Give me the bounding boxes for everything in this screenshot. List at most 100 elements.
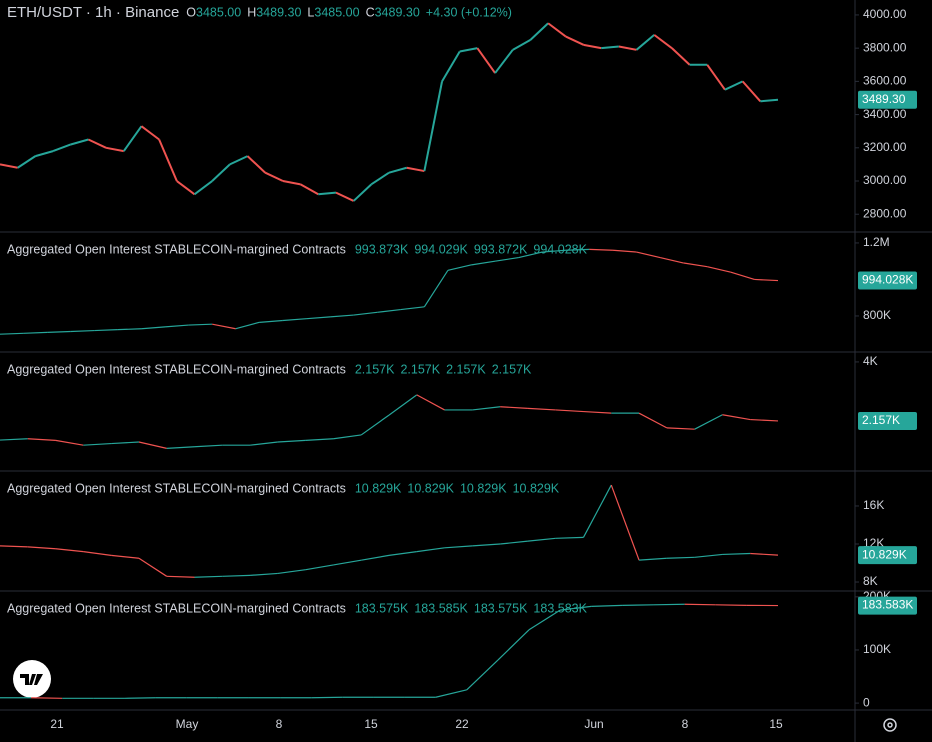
series-segment bbox=[659, 256, 684, 264]
series-segment bbox=[300, 183, 319, 196]
series-segment bbox=[0, 163, 18, 169]
settings-icon[interactable] bbox=[883, 718, 897, 732]
series-segment bbox=[306, 316, 331, 320]
series-segment bbox=[246, 155, 266, 174]
time-tick-label: May bbox=[176, 717, 199, 731]
series-segment bbox=[683, 262, 708, 268]
series-segment bbox=[754, 278, 779, 282]
time-tick-label: 22 bbox=[455, 717, 469, 731]
series-segment bbox=[416, 394, 445, 411]
series-segment bbox=[188, 323, 213, 326]
series-segment bbox=[17, 155, 36, 169]
price-tick-label: 3400.00 bbox=[863, 107, 907, 121]
series-segment bbox=[472, 406, 501, 411]
series-segment bbox=[589, 248, 613, 251]
series-segment bbox=[122, 125, 143, 152]
series-segment bbox=[335, 191, 355, 202]
price-tick-label: 3000.00 bbox=[863, 173, 907, 187]
indicator-readout: 993.873K bbox=[355, 242, 409, 256]
ohlc-key: H bbox=[247, 5, 256, 19]
indicator-readout: 10.829K bbox=[460, 481, 507, 495]
series-segment bbox=[441, 50, 461, 82]
series-segment bbox=[518, 251, 543, 259]
series-segment bbox=[582, 484, 612, 538]
series-segment bbox=[318, 191, 337, 196]
last-value-badge bbox=[858, 411, 917, 430]
series-segment bbox=[229, 155, 248, 166]
time-tick-label: 8 bbox=[682, 717, 689, 731]
price-change: +4.30 (+0.12%) bbox=[426, 5, 512, 19]
series-segment bbox=[353, 311, 378, 316]
series-segment bbox=[0, 332, 24, 335]
series-segment bbox=[277, 439, 306, 443]
series-segment bbox=[87, 138, 107, 149]
series-segment bbox=[124, 697, 156, 699]
series-segment bbox=[750, 552, 779, 556]
series-segment bbox=[211, 163, 231, 182]
time-tick-label: 15 bbox=[769, 717, 783, 731]
indicator-readout: 10.829K bbox=[355, 481, 402, 495]
series-segment bbox=[193, 180, 213, 196]
series-segment bbox=[715, 604, 747, 606]
series-segment bbox=[635, 34, 655, 51]
price-tick-label: 3800.00 bbox=[863, 40, 907, 54]
ohlc-key: C bbox=[366, 5, 375, 19]
series-segment bbox=[423, 270, 449, 308]
series-segment bbox=[305, 438, 334, 441]
series-segment bbox=[694, 414, 723, 430]
indicator-readout: 10.829K bbox=[513, 481, 560, 495]
series-segment bbox=[330, 314, 354, 318]
series-segment bbox=[140, 125, 160, 141]
series-segment bbox=[555, 409, 584, 413]
time-tick-label: Jun bbox=[584, 717, 603, 731]
series-segment bbox=[653, 603, 685, 606]
last-value-label: 2.157K bbox=[862, 413, 900, 427]
series-segment bbox=[377, 308, 401, 313]
indicator-readout: 183.585K bbox=[414, 601, 468, 615]
series-segment bbox=[55, 548, 84, 553]
time-tick-label: 21 bbox=[50, 717, 64, 731]
series-segment bbox=[694, 553, 723, 558]
series-segment bbox=[83, 551, 112, 556]
series-segment bbox=[610, 484, 640, 561]
series-segment bbox=[250, 441, 278, 446]
series-segment bbox=[560, 605, 592, 611]
indicator-readout: 2.157K bbox=[446, 362, 486, 376]
series-segment bbox=[528, 609, 561, 631]
series-segment bbox=[476, 47, 496, 74]
series-segment bbox=[352, 183, 373, 202]
series-segment bbox=[612, 249, 637, 253]
series-segment bbox=[0, 545, 28, 548]
series-segment bbox=[141, 326, 166, 330]
series-segment bbox=[601, 45, 619, 50]
series-segment bbox=[111, 441, 139, 445]
series-segment bbox=[212, 323, 236, 330]
ohlc-value: 3485.00 bbox=[196, 5, 241, 19]
tv-logo[interactable] bbox=[13, 660, 51, 698]
indicator-name: Aggregated Open Interest STABLECOIN-marg… bbox=[7, 481, 346, 495]
series-segment bbox=[444, 545, 473, 549]
indicator-readout: 994.028K bbox=[533, 242, 587, 256]
symbol-title: ETH/USDT · 1h · Binance bbox=[7, 4, 179, 21]
series-segment bbox=[666, 427, 695, 430]
series-segment bbox=[494, 256, 519, 262]
last-value-label: 183.583K bbox=[862, 598, 913, 612]
price-tick-label: 100K bbox=[863, 642, 891, 656]
series-segment bbox=[282, 180, 301, 186]
series-segment bbox=[111, 554, 139, 559]
price-tick-label: 4000.00 bbox=[863, 7, 907, 21]
price-tick-label: 3200.00 bbox=[863, 140, 907, 154]
series-segment bbox=[497, 629, 530, 661]
series-segment bbox=[105, 146, 124, 153]
series-segment bbox=[618, 45, 637, 51]
series-segment bbox=[435, 689, 467, 698]
series-segment bbox=[52, 143, 72, 153]
series-segment bbox=[555, 536, 584, 539]
series-segment bbox=[388, 166, 407, 174]
series-segment bbox=[722, 552, 751, 556]
last-value-label: 3489.30 bbox=[862, 92, 906, 106]
series-segment bbox=[724, 80, 744, 91]
series-segment bbox=[406, 166, 425, 173]
series-segment bbox=[471, 260, 496, 266]
price-tick-label: 1.2M bbox=[863, 235, 890, 249]
